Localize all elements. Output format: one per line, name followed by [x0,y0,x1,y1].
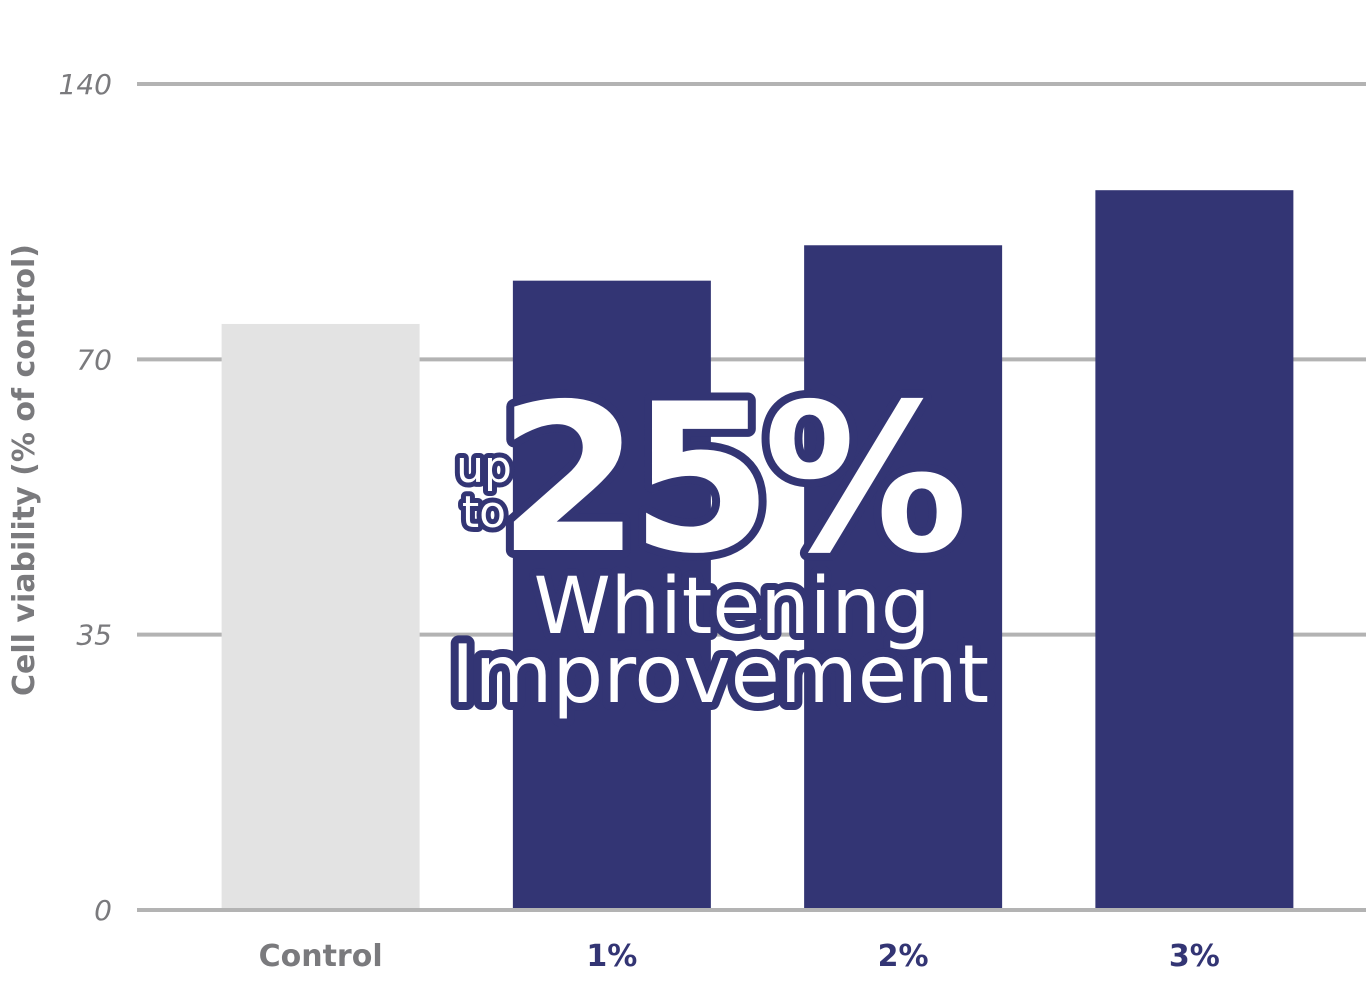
annotation-headline: 25% [498,361,962,599]
bar [1095,190,1294,908]
y-tick-label: 35 [76,619,112,652]
bar [512,280,711,909]
y-tick-label: 70 [76,343,112,376]
x-tick-label: 2% [878,939,929,974]
x-tick-label: Control [259,939,383,974]
annotation-line: Whitening [534,562,931,652]
y-tick-label: 0 [94,894,112,927]
bar [804,245,1003,908]
x-tick-label: 1% [586,939,637,974]
annotation-line: Improvement [451,628,989,721]
bar [221,323,420,908]
y-axis-label: Cell viability (% of control) [7,244,42,696]
annotation-prefix: up [456,442,512,493]
x-tick-label: 3% [1169,939,1220,974]
y-tick-label: 140 [59,68,112,101]
annotation-prefix: to [462,487,506,538]
